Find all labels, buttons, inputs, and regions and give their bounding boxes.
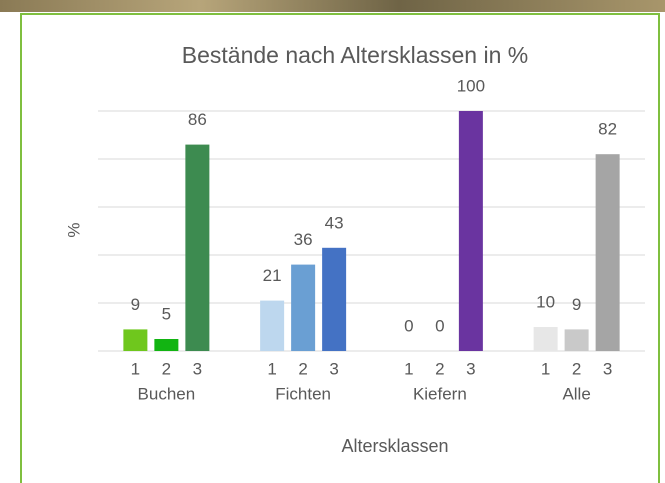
bar — [595, 154, 620, 351]
bar — [291, 264, 316, 351]
value-label: 5 — [162, 304, 171, 323]
value-label: 82 — [598, 120, 617, 139]
group-label: Buchen — [138, 384, 196, 403]
value-label: 36 — [294, 230, 313, 249]
bar — [533, 327, 558, 351]
value-label: 86 — [188, 110, 207, 129]
x-tick-label: 3 — [329, 359, 338, 378]
bar — [564, 329, 589, 351]
x-tick-label: 3 — [466, 359, 475, 378]
x-tick-label: 2 — [435, 359, 444, 378]
bar — [123, 329, 148, 351]
bar — [185, 144, 210, 351]
x-axis-label: Altersklassen — [341, 436, 448, 456]
x-tick-label: 3 — [603, 359, 612, 378]
header-strip — [0, 0, 665, 12]
chart-title: Bestände nach Altersklassen in % — [182, 42, 528, 68]
x-tick-label: 2 — [162, 359, 171, 378]
group-label: Alle — [562, 384, 590, 403]
x-tick-label: 1 — [131, 359, 140, 378]
bar — [322, 247, 347, 351]
value-label: 100 — [457, 76, 485, 95]
x-tick-label: 3 — [193, 359, 202, 378]
value-label: 0 — [404, 316, 413, 335]
x-tick-label: 2 — [298, 359, 307, 378]
value-label: 9 — [572, 295, 581, 314]
value-label: 43 — [325, 213, 344, 232]
value-label: 9 — [131, 295, 140, 314]
bar — [154, 339, 179, 351]
bar — [458, 111, 483, 351]
value-label: 0 — [435, 316, 444, 335]
x-tick-label: 1 — [404, 359, 413, 378]
value-label: 21 — [263, 266, 282, 285]
x-tick-label: 2 — [572, 359, 581, 378]
group-label: Kiefern — [413, 384, 467, 403]
bar — [260, 300, 285, 351]
value-label: 10 — [536, 292, 555, 311]
x-tick-label: 1 — [541, 359, 550, 378]
x-tick-label: 1 — [267, 359, 276, 378]
y-axis-label: % — [64, 222, 83, 237]
group-label: Fichten — [275, 384, 331, 403]
